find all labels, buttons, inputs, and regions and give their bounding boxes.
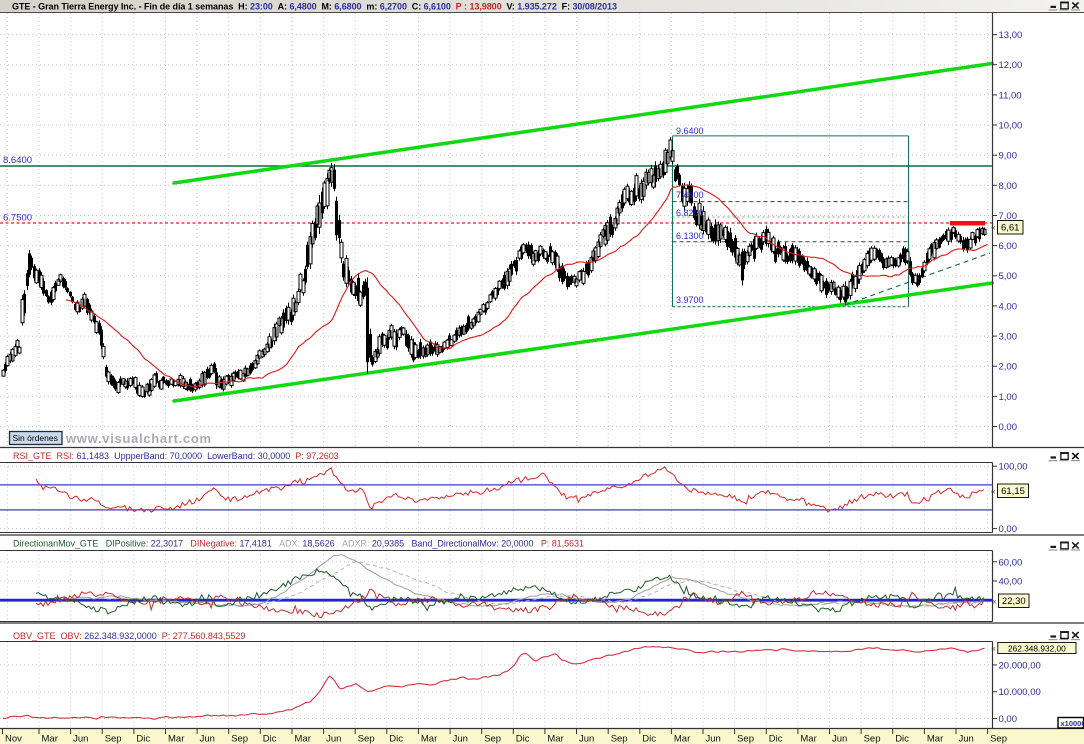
svg-text:Jun: Jun: [959, 734, 974, 744]
svg-text:8.6400: 8.6400: [3, 155, 32, 166]
svg-text:Mar: Mar: [295, 734, 311, 744]
svg-text:DirectionanMov_GTE DIPositiv: DirectionanMov_GTE DIPositive: 22,3017 D…: [13, 539, 584, 549]
svg-text:Jun: Jun: [579, 734, 594, 744]
svg-text:Mar: Mar: [547, 734, 563, 744]
svg-text:Mar: Mar: [674, 734, 690, 744]
svg-text:Sep: Sep: [484, 734, 501, 744]
svg-text:Mar: Mar: [421, 734, 437, 744]
svg-text:Jun: Jun: [832, 734, 847, 744]
svg-text:Dic: Dic: [263, 734, 277, 744]
svg-text:Nov: Nov: [5, 734, 22, 744]
svg-text:1,00: 1,00: [999, 392, 1018, 403]
svg-text:0,00: 0,00: [999, 422, 1018, 433]
svg-text:13,00: 13,00: [999, 30, 1023, 41]
svg-text:GTE - Gran Tierra Energy Inc.: GTE - Gran Tierra Energy Inc. - Fin de d…: [12, 2, 617, 12]
svg-text:7,00: 7,00: [999, 211, 1018, 222]
svg-text:6,61: 6,61: [1001, 223, 1020, 234]
svg-text:4,00: 4,00: [999, 301, 1018, 312]
svg-text:6.8200: 6.8200: [676, 208, 704, 218]
svg-text:Mar: Mar: [168, 734, 184, 744]
svg-text:262.348.932,00: 262.348.932,00: [1008, 643, 1066, 653]
svg-text:3.9700: 3.9700: [676, 295, 704, 305]
svg-text:9,00: 9,00: [999, 151, 1018, 162]
svg-text:2,00: 2,00: [999, 362, 1018, 373]
svg-text:www.visualchart.com: www.visualchart.com: [65, 431, 212, 446]
svg-text:«: «: [992, 597, 997, 606]
svg-text:20.000,00: 20.000,00: [999, 660, 1041, 671]
svg-text:61,15: 61,15: [1001, 486, 1025, 497]
svg-text:3,00: 3,00: [999, 332, 1018, 343]
svg-text:Mar: Mar: [42, 734, 58, 744]
svg-text:40,00: 40,00: [999, 577, 1023, 588]
svg-text:6,00: 6,00: [999, 241, 1018, 252]
svg-text:60,00: 60,00: [999, 557, 1023, 568]
svg-text:12,00: 12,00: [999, 60, 1023, 71]
svg-text:7.4600: 7.4600: [676, 190, 704, 200]
svg-text:Dic: Dic: [769, 734, 783, 744]
svg-text:Jun: Jun: [200, 734, 215, 744]
svg-text:22,30: 22,30: [1002, 596, 1026, 607]
svg-text:0,00: 0,00: [999, 524, 1018, 535]
svg-text:Mar: Mar: [927, 734, 943, 744]
svg-text:100,00: 100,00: [999, 462, 1028, 473]
svg-text:x10000: x10000: [1061, 719, 1084, 728]
svg-text:«: «: [991, 644, 996, 653]
svg-text:Dic: Dic: [642, 734, 656, 744]
svg-text:8,00: 8,00: [999, 181, 1018, 192]
svg-text:9.6400: 9.6400: [676, 126, 704, 136]
svg-text:5,00: 5,00: [999, 271, 1018, 282]
svg-text:Sep: Sep: [105, 734, 122, 744]
svg-text:Mar: Mar: [800, 734, 816, 744]
svg-text:Sep: Sep: [358, 734, 375, 744]
svg-text:«: «: [991, 487, 996, 496]
svg-text:RSI_GTE RSI: 61,1483 UppperB: RSI_GTE RSI: 61,1483 UppperBand: 70,0000…: [13, 451, 339, 461]
svg-text:OBV_GTE OBV: 262.348.932,0000: OBV_GTE OBV: 262.348.932,0000 P: 277.560…: [13, 631, 245, 641]
svg-text:Jun: Jun: [706, 734, 721, 744]
svg-text:Dic: Dic: [136, 734, 150, 744]
svg-text:Jun: Jun: [326, 734, 341, 744]
svg-text:Dic: Dic: [516, 734, 530, 744]
svg-text:Sep: Sep: [864, 734, 881, 744]
svg-text:Dic: Dic: [389, 734, 403, 744]
svg-text:6.1300: 6.1300: [676, 231, 704, 241]
svg-text:10.000,00: 10.000,00: [999, 687, 1041, 698]
svg-text:Dic: Dic: [895, 734, 909, 744]
svg-text:Sin órdenes: Sin órdenes: [13, 433, 58, 443]
svg-text:Jun: Jun: [453, 734, 468, 744]
svg-text:«: «: [991, 223, 996, 232]
svg-text:Sep: Sep: [231, 734, 248, 744]
svg-text:Sep: Sep: [990, 734, 1007, 744]
svg-text:6.7500: 6.7500: [3, 213, 32, 224]
svg-text:Sep: Sep: [737, 734, 754, 744]
svg-text:10,00: 10,00: [999, 121, 1023, 132]
svg-text:0,00: 0,00: [999, 714, 1018, 725]
svg-text:Jun: Jun: [73, 734, 88, 744]
svg-text:11,00: 11,00: [999, 90, 1022, 101]
svg-text:Sep: Sep: [611, 734, 628, 744]
